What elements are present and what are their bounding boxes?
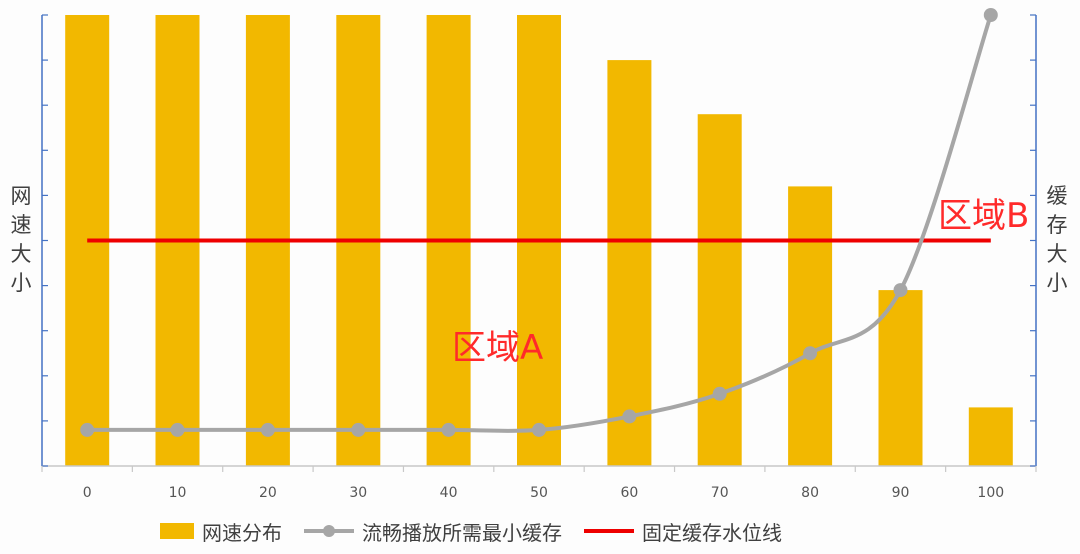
min-buffer-point-20: [260, 422, 275, 437]
min-buffer-point-80: [803, 346, 818, 361]
min-buffer-point-100: [983, 8, 998, 22]
min-buffer-point-30: [351, 422, 366, 437]
legend-bar-swatch: [160, 523, 194, 539]
bar-100: [968, 407, 1013, 466]
min-buffer-point-10: [170, 422, 185, 437]
legend-label-fixed-buffer: 固定缓存水位线: [642, 520, 782, 545]
region-a-label: 区域A: [452, 328, 544, 368]
x-tick-label-30: 30: [349, 485, 367, 501]
min-buffer-point-70: [712, 386, 727, 401]
x-tick-label-60: 60: [620, 485, 638, 501]
min-buffer-point-40: [441, 422, 456, 437]
legend-item-fixed-buffer: 固定缓存水位线: [584, 517, 782, 546]
chart-legend: 网速分布 流畅播放所需最小缓存 固定缓存水位线: [160, 515, 804, 547]
x-tick-label-50: 50: [530, 485, 548, 501]
x-tick-label-80: 80: [801, 485, 819, 501]
min-buffer-point-60: [622, 409, 637, 424]
min-buffer-line: [87, 14, 993, 433]
chart-axes: [41, 14, 1037, 472]
x-tick-label-70: 70: [711, 485, 729, 501]
bar-80: [788, 186, 833, 466]
x-tick-label-40: 40: [440, 485, 458, 501]
bar-90: [878, 290, 923, 466]
legend-label-min-buffer: 流畅播放所需最小缓存: [362, 520, 562, 545]
min-buffer-point-50: [532, 422, 546, 437]
bar-60: [607, 60, 652, 466]
min-buffer-series: [80, 8, 998, 437]
legend-label-speed: 网速分布: [202, 520, 282, 545]
legend-item-min-buffer: 流畅播放所需最小缓存: [304, 517, 562, 546]
min-buffer-point-90: [893, 283, 908, 298]
x-tick-labels: 0 10 20 30 40 50 60 70 80 90 100: [83, 485, 1004, 501]
x-tick-label-0: 0: [83, 485, 92, 501]
y-axis-right-label: 缓存大小: [1046, 184, 1068, 295]
x-tick-label-20: 20: [259, 485, 277, 501]
legend-gray-line-swatch: [304, 523, 354, 539]
x-tick-label-10: 10: [169, 485, 187, 501]
bar-70: [697, 114, 742, 466]
x-tick-label-100: 100: [977, 485, 1004, 501]
min-buffer-point-0: [80, 422, 95, 437]
y-axis-left-label: 网速大小: [10, 184, 32, 295]
legend-red-line-swatch: [584, 523, 634, 539]
legend-item-speed: 网速分布: [160, 517, 282, 546]
region-b-label: 区域B: [938, 196, 1030, 236]
x-tick-label-90: 90: [892, 485, 910, 501]
